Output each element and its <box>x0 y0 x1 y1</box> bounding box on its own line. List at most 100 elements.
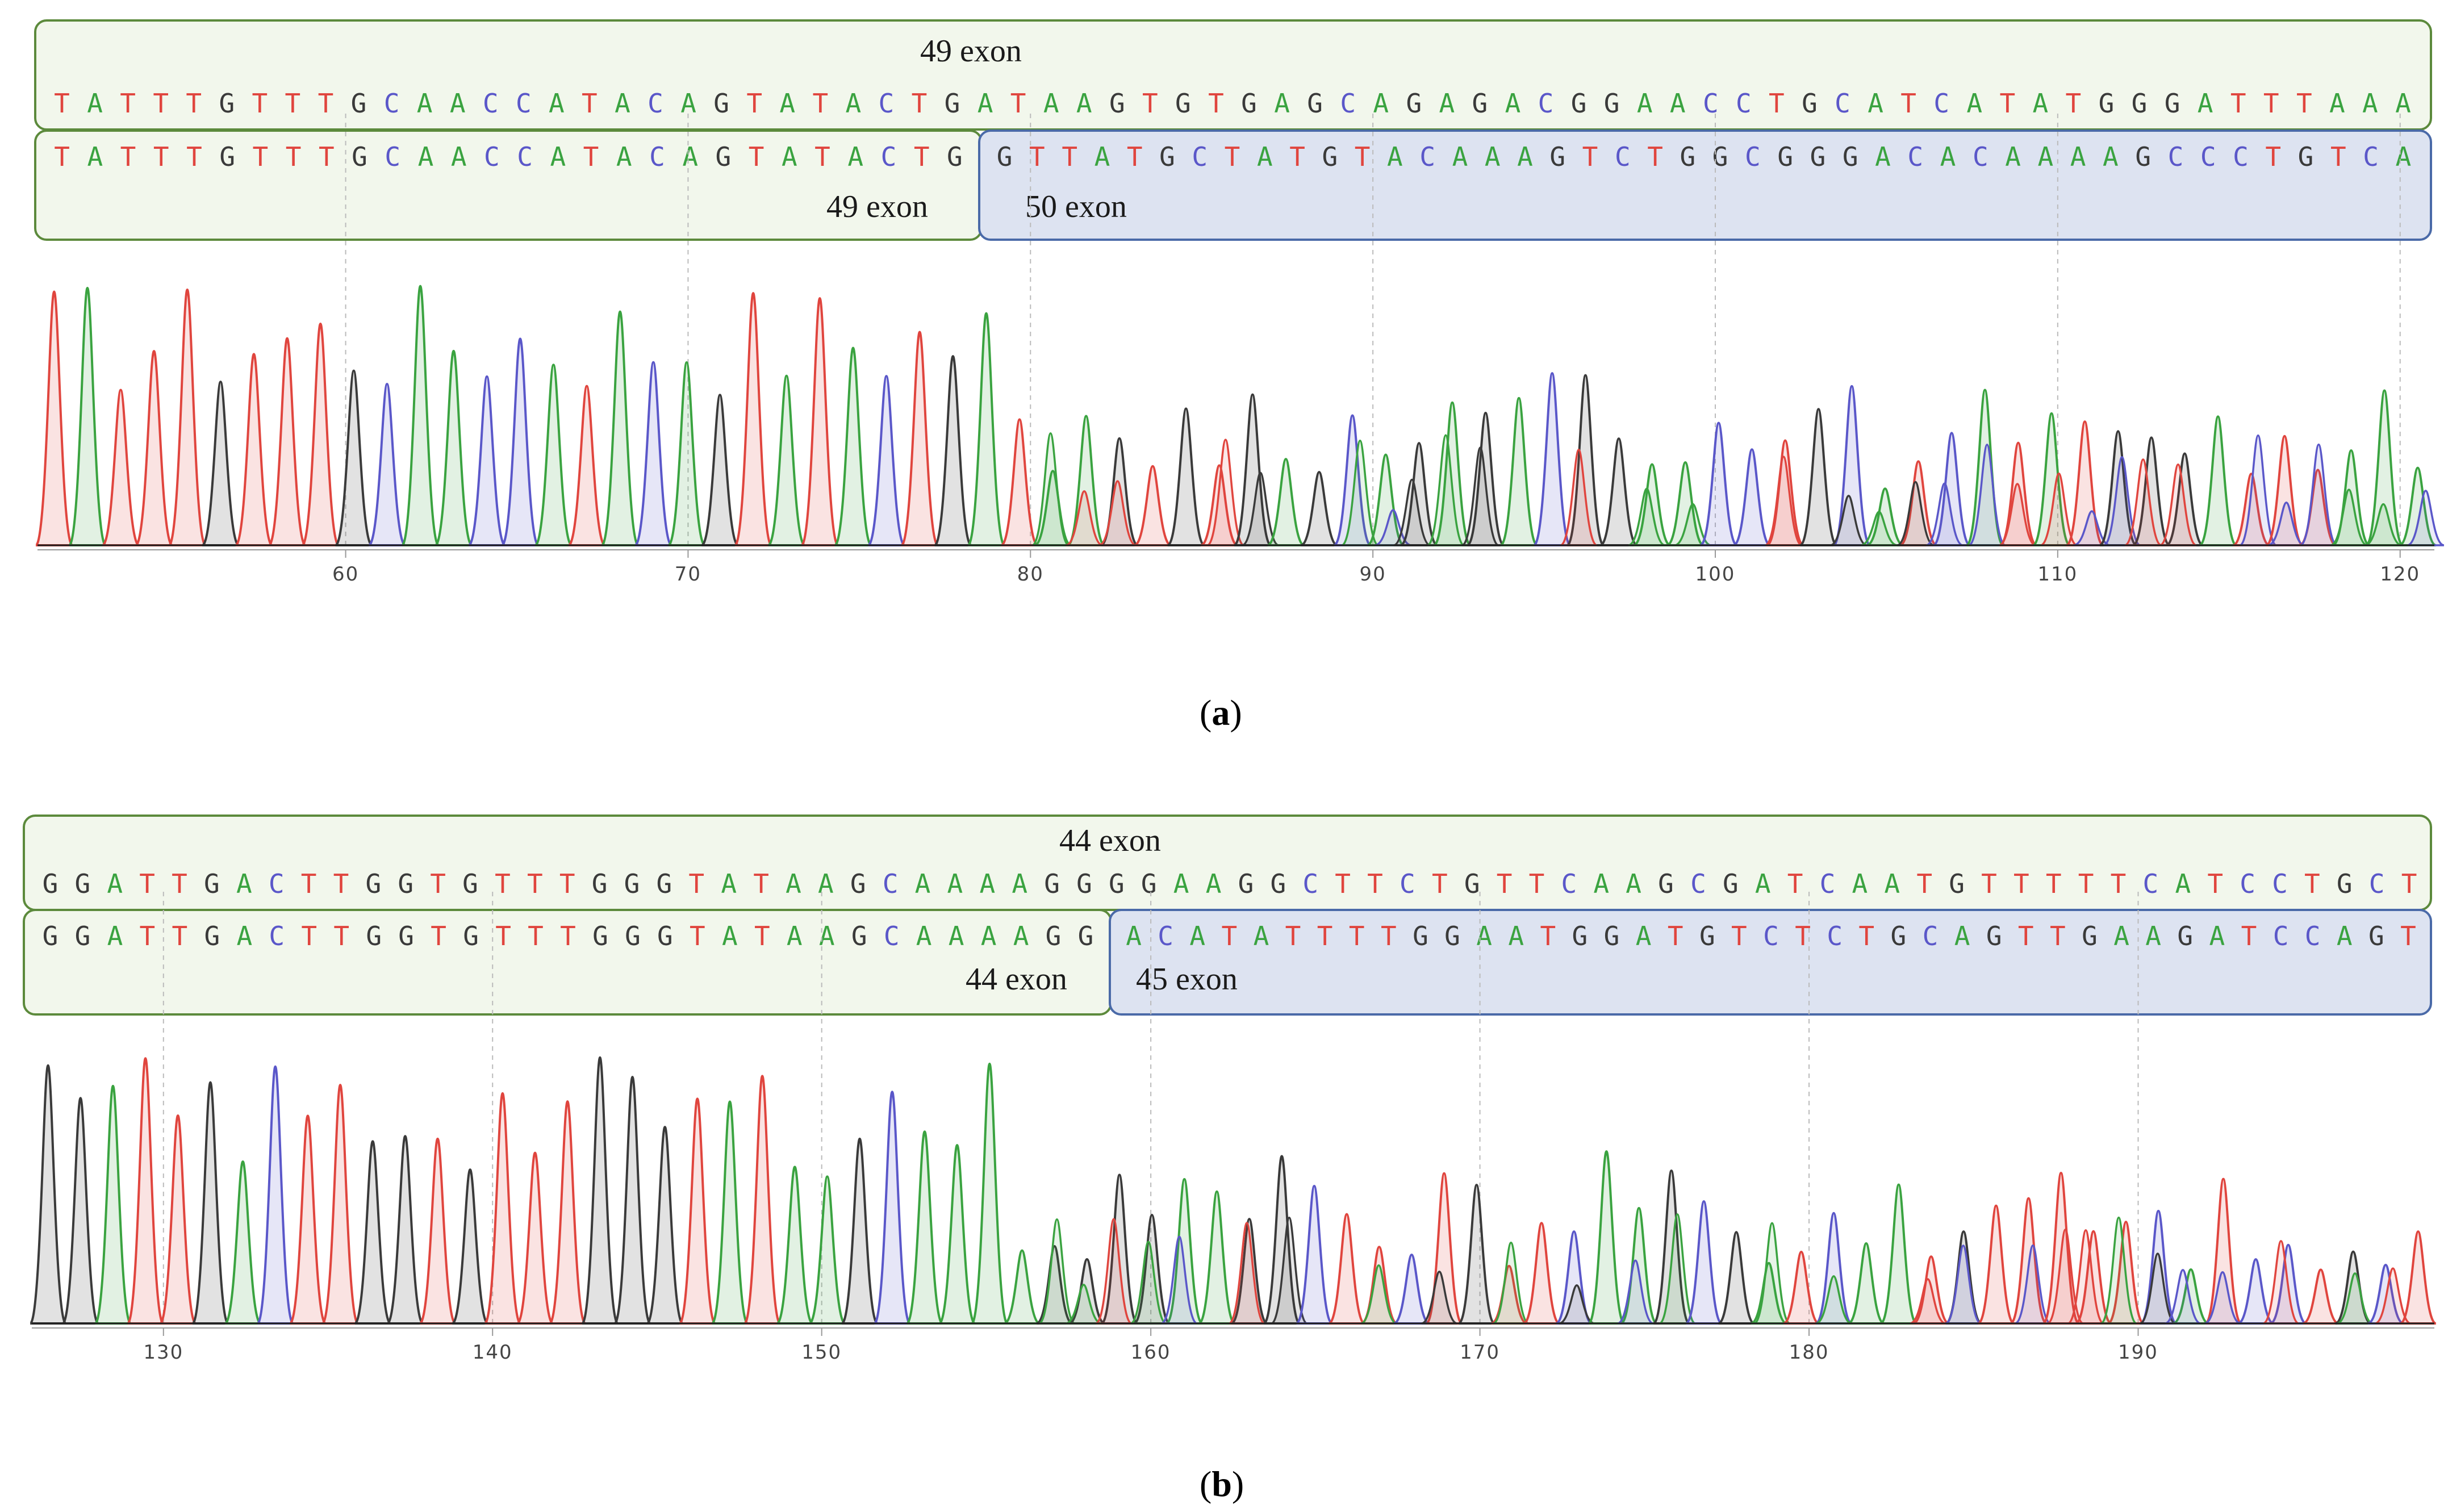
base-letter: T <box>186 141 202 172</box>
base-letter: T <box>1795 921 1811 951</box>
peak-T <box>234 353 274 546</box>
base-letter: A <box>1868 88 1883 119</box>
base-letter: A <box>845 88 862 119</box>
base-letter: C <box>1933 88 1950 119</box>
base-letter: G <box>2131 88 2148 119</box>
base-letter: G <box>1238 868 1254 899</box>
peak-T <box>268 337 307 546</box>
base-letter: A <box>107 868 123 899</box>
base-letter: G <box>1307 88 1323 119</box>
reference-exon-label: 49 exon <box>920 34 1022 69</box>
peak-G <box>61 1097 100 1325</box>
secondary-peak-C <box>2300 443 2338 546</box>
base-letter: A <box>1076 88 1092 119</box>
base-letter: C <box>1745 141 1761 172</box>
base-letter: T <box>1496 868 1513 899</box>
peak-G <box>1100 1173 1139 1325</box>
base-letter: T <box>1335 868 1351 899</box>
base-letter: T <box>153 141 169 172</box>
base-letter: A <box>549 88 565 119</box>
base-letter: T <box>1431 868 1448 899</box>
peak-A <box>833 346 873 546</box>
base-letter: C <box>880 141 897 172</box>
peak-G <box>1167 407 1205 546</box>
base-letter: G <box>398 868 414 899</box>
peak-A <box>1004 1249 1041 1325</box>
base-letter: T <box>495 868 511 899</box>
secondary-peak-T <box>1998 483 2036 546</box>
base-letter: T <box>1528 868 1545 899</box>
peak-T <box>567 385 607 546</box>
base-letter: A <box>1476 921 1492 951</box>
base-letter: T <box>318 141 335 172</box>
peak-G <box>1300 471 1338 546</box>
base-letter: T <box>1647 141 1663 172</box>
secondary-peak-C <box>2165 1269 2201 1325</box>
peak-A <box>1866 487 1904 546</box>
x-tick-label: 110 <box>2037 563 2078 586</box>
base-letter: G <box>657 921 673 951</box>
chromatogram-b: 130 140 150 160 170 180 190 <box>29 892 2437 1364</box>
secondary-peak-G <box>1271 1216 1308 1325</box>
base-letter: G <box>1986 921 2002 951</box>
caption-b-letter: b <box>1212 1464 1232 1504</box>
base-letter: T <box>2050 921 2066 951</box>
secondary-peak-T <box>1095 1218 1133 1325</box>
peak-C <box>1333 414 1372 546</box>
secondary-peak-T <box>2040 473 2078 546</box>
base-letter: G <box>2297 141 2314 172</box>
base-letter: A <box>779 88 796 119</box>
peak-T <box>1783 1250 1820 1325</box>
peak-G <box>1457 1184 1496 1325</box>
base-letter: A <box>2070 141 2086 172</box>
base-letter: T <box>583 141 599 172</box>
base-letter: A <box>2032 88 2049 119</box>
peak-A <box>1165 1177 1204 1325</box>
base-letter: C <box>1340 88 1356 119</box>
base-letter: C <box>2368 868 2385 899</box>
base-letter: T <box>1731 921 1747 951</box>
base-letter: T <box>495 921 511 951</box>
peak-A <box>94 1084 132 1325</box>
x-tick-label: 90 <box>1360 563 1386 586</box>
base-letter: G <box>204 921 220 951</box>
base-letter: C <box>1158 921 1173 951</box>
base-letter: T <box>746 88 763 119</box>
peak-A <box>1367 453 1405 546</box>
base-letter: G <box>350 88 367 119</box>
base-letter: G <box>219 141 236 172</box>
peak-T <box>1523 1222 1560 1325</box>
x-tick-label: 160 <box>1131 1341 1171 1364</box>
base-letter: G <box>1603 88 1620 119</box>
secondary-peak-G <box>1559 1284 1595 1325</box>
base-letter: A <box>1635 921 1652 951</box>
peak-T <box>2232 473 2270 546</box>
base-letter: G <box>1570 88 1587 119</box>
base-letter: T <box>582 88 598 119</box>
base-letter: G <box>1444 921 1460 951</box>
peak-T <box>158 1114 197 1325</box>
base-letter: A <box>2362 88 2378 119</box>
base-letter: G <box>398 921 414 951</box>
base-letter: A <box>980 921 997 951</box>
peak-G <box>353 1140 392 1325</box>
base-letter: C <box>2363 141 2379 172</box>
peak-G <box>1263 1155 1301 1325</box>
secondary-peak-A <box>2365 503 2402 546</box>
base-letter: T <box>1858 921 1875 951</box>
secondary-peak-A <box>1427 434 1465 546</box>
base-letter: C <box>1819 868 1836 899</box>
base-letter: T <box>1142 88 1158 119</box>
peak-A <box>2399 466 2437 546</box>
base-letter: G <box>1159 141 1175 172</box>
peak-A <box>1198 1190 1235 1325</box>
base-letter: G <box>42 868 59 899</box>
peak-C <box>1932 432 1971 546</box>
x-tick-label: 170 <box>1460 1341 1500 1364</box>
base-letter: A <box>2037 141 2054 172</box>
base-letter: A <box>1205 868 1222 899</box>
